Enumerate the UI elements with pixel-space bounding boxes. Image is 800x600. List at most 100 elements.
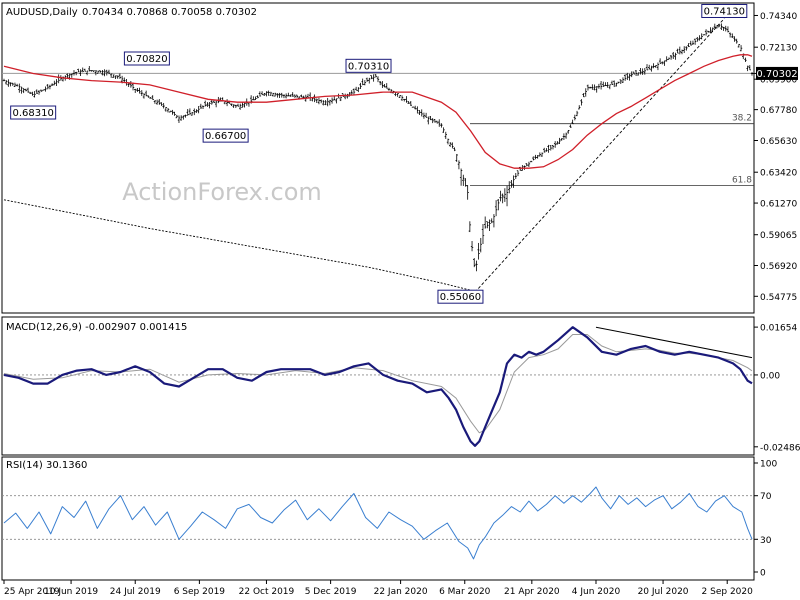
macd-y-tick-label: 0.01654 (760, 324, 797, 334)
price-bar (687, 43, 690, 48)
price-bar (398, 95, 402, 98)
rsi-panel: RSI(14) 30.1360 100 70 30 0 (1, 456, 777, 581)
price-bar (94, 69, 98, 76)
price-bar (455, 153, 458, 162)
macd-y-tick-label: -0.02486 (760, 443, 800, 453)
price-bar (724, 25, 727, 32)
price-bar (597, 83, 601, 89)
price-bar (282, 94, 286, 99)
price-bar (182, 115, 185, 120)
price-bar (477, 242, 480, 260)
support-trendline (474, 18, 725, 293)
price-bar (177, 115, 181, 124)
price-bar (453, 147, 456, 152)
price-bar (532, 156, 535, 161)
price-bar (155, 99, 159, 105)
price-bar (580, 99, 583, 106)
price-bar (608, 84, 612, 90)
price-bar (376, 76, 380, 83)
price-bar (291, 92, 294, 97)
price-bar (739, 45, 743, 52)
price-bar (448, 142, 452, 147)
price-bar (658, 58, 662, 64)
price-bar (280, 92, 283, 98)
price-bar (540, 152, 544, 157)
price-bar (92, 70, 95, 73)
price-bar (553, 141, 557, 148)
price-bar (396, 93, 399, 97)
price-bar (116, 75, 119, 79)
price-panel: ActionForex.com AUDUSD,Daily 0.70434 0.7… (1, 2, 798, 314)
price-bar (648, 64, 651, 70)
price-callout-label: 0.70310 (348, 61, 389, 72)
price-bar (372, 74, 375, 82)
price-bar (234, 104, 238, 108)
price-bar (606, 82, 609, 88)
price-y-tick-label: 0.65630 (760, 137, 797, 147)
price-bar (584, 88, 587, 97)
price-bar (483, 216, 487, 229)
price-bar (582, 93, 585, 98)
price-bar (387, 87, 391, 91)
price-bar (322, 100, 325, 106)
price-bar (549, 145, 552, 151)
price-bar (352, 88, 356, 96)
price-bar (326, 97, 329, 107)
price-bar (711, 27, 714, 32)
price-bar (109, 73, 113, 78)
price-bar (451, 142, 454, 149)
price-bar (486, 221, 489, 229)
price-bar (254, 96, 257, 101)
price-bar (427, 116, 430, 125)
price-callout-label: 0.70820 (126, 54, 167, 65)
price-bar (357, 87, 360, 93)
x-tick-label: 4 Jun 2020 (572, 587, 621, 597)
x-tick-label: 24 Jul 2019 (110, 587, 161, 597)
price-bar (206, 102, 209, 107)
x-tick-label: 5 Dec 2019 (305, 587, 357, 597)
price-bar (571, 119, 574, 125)
price-callout: 0.66700 (202, 128, 249, 143)
price-callout: 0.74130 (701, 3, 748, 18)
price-bar (459, 168, 463, 186)
price-bar (201, 105, 205, 110)
price-bar (359, 82, 362, 89)
price-bar (442, 127, 445, 133)
price-bar (164, 107, 168, 112)
price-bar (678, 46, 682, 55)
price-bar (295, 94, 299, 98)
price-bar (543, 147, 546, 153)
x-tick-label: 21 Apr 2020 (504, 587, 560, 597)
macd-panel: MACD(12,26,9) -0.002907 0.001415 0.01654… (1, 316, 800, 456)
price-bar (619, 79, 622, 84)
price-bar (293, 94, 297, 98)
price-bar (378, 80, 382, 86)
price-bar (20, 86, 23, 94)
price-bar (166, 107, 170, 113)
x-tick-label: 22 Oct 2019 (239, 587, 295, 597)
price-bar (704, 29, 708, 36)
price-bar (501, 193, 504, 204)
price-bar (162, 102, 165, 109)
price-bar (140, 90, 143, 96)
price-bar (444, 131, 448, 140)
price-bar (158, 99, 161, 105)
price-bar (368, 77, 371, 84)
price-bar (599, 81, 603, 90)
price-bar (420, 109, 423, 117)
price-bar (118, 73, 122, 79)
rsi-plot (2, 486, 754, 560)
price-bar (208, 101, 211, 109)
price-bar (212, 100, 216, 103)
price-bar (672, 51, 675, 59)
price-bar (748, 65, 752, 71)
price-bar (422, 112, 426, 119)
price-bar (654, 65, 657, 68)
price-bar (37, 90, 41, 95)
price-bar (488, 219, 491, 232)
x-tick-label: 6 Mar 2020 (439, 587, 491, 597)
price-bar (195, 109, 198, 113)
price-bar (411, 106, 415, 108)
